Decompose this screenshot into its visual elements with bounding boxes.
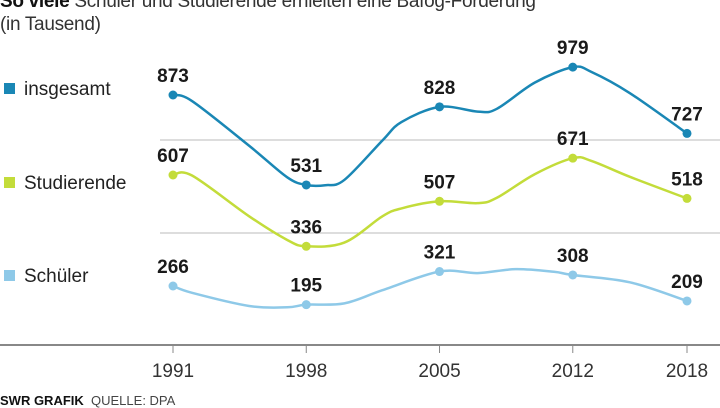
legend-label: insgesamt [24, 79, 111, 100]
data-point [301, 241, 311, 251]
data-label: 671 [557, 129, 589, 150]
legend-label: Schüler [24, 266, 89, 287]
data-point [682, 128, 692, 138]
x-tick-label: 2005 [418, 361, 460, 382]
data-label: 607 [157, 146, 189, 167]
data-point [435, 267, 445, 277]
data-point [568, 270, 578, 280]
data-point [568, 153, 578, 163]
data-label: 507 [424, 172, 456, 193]
data-point [168, 170, 178, 180]
legend-swatch [4, 177, 15, 188]
data-point [168, 281, 178, 291]
data-label: 321 [424, 243, 456, 264]
legend-swatch [4, 270, 15, 281]
x-tick-label: 2012 [552, 361, 594, 382]
chart-title: So viele Schüler und Studierende erhielt… [0, 0, 536, 12]
chart-subtitle: (in Tausend) [0, 14, 101, 35]
x-tick-label: 1998 [285, 361, 327, 382]
data-label: 336 [290, 217, 322, 238]
data-point [435, 196, 445, 206]
data-label: 518 [671, 169, 703, 190]
data-point [682, 296, 692, 306]
x-tick-label: 2018 [666, 361, 708, 382]
legend-label: Studierende [24, 173, 126, 194]
footer: SWR GRAFIK QUELLE: DPA [0, 393, 176, 408]
data-label: 266 [157, 257, 189, 278]
series-line-Studierende [172, 156, 688, 248]
data-point [301, 180, 311, 190]
series-line-Schüler [172, 267, 688, 309]
data-label: 979 [557, 38, 589, 59]
data-point [435, 102, 445, 112]
data-label: 209 [671, 272, 703, 293]
data-point [301, 300, 311, 310]
data-label: 828 [424, 78, 456, 99]
data-label: 727 [671, 104, 703, 125]
data-label: 308 [557, 246, 589, 267]
data-label: 531 [290, 156, 322, 177]
series-line-insgesamt [172, 65, 688, 188]
data-label: 873 [157, 66, 189, 87]
data-point [682, 193, 692, 203]
data-point [568, 62, 578, 72]
data-label: 195 [290, 276, 322, 297]
x-tick-label: 1991 [152, 361, 194, 382]
legend-swatch [4, 83, 15, 94]
data-point [168, 90, 178, 100]
